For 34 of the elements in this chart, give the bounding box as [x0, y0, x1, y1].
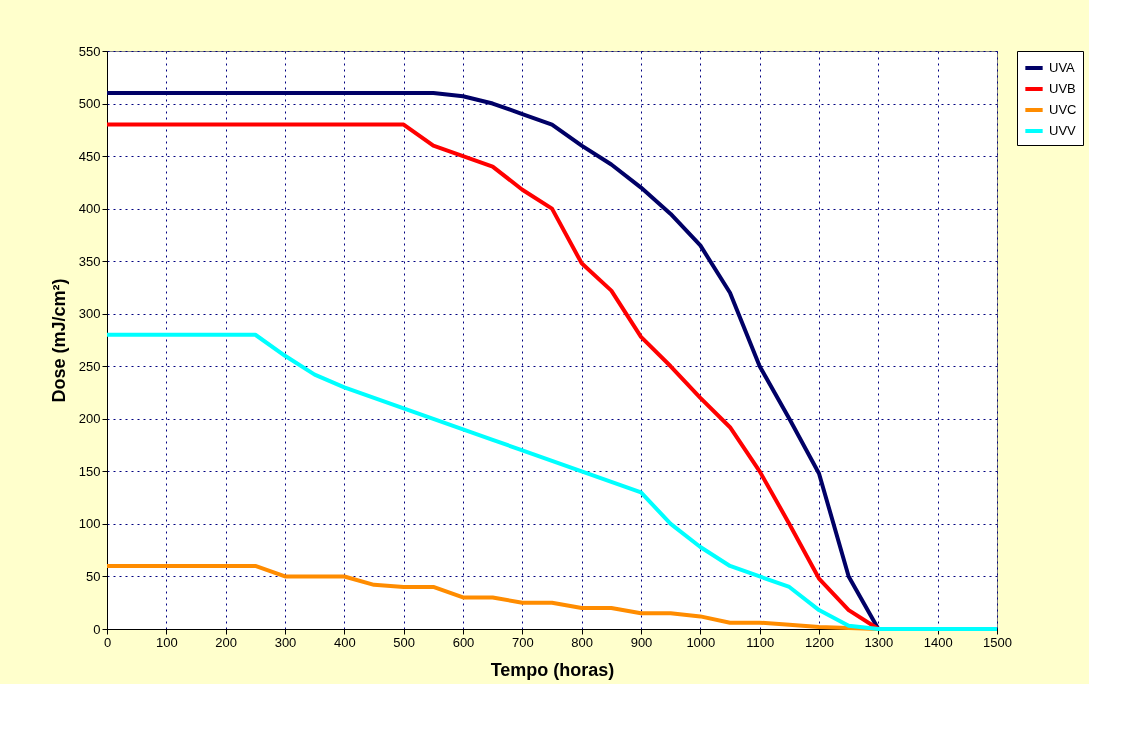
- x-tick-label: 1300: [864, 634, 894, 650]
- x-tick-label: 800: [571, 634, 594, 650]
- legend-label: UVC: [1049, 102, 1077, 117]
- x-tick-label: 300: [274, 634, 297, 650]
- legend-label: UVB: [1049, 81, 1076, 96]
- y-tick-label: 550: [78, 43, 101, 59]
- y-tick-label: 50: [86, 568, 101, 584]
- x-tick-label: 400: [333, 634, 356, 650]
- x-tick-label: 100: [155, 634, 178, 650]
- y-axis-title: Dose (mJ/cm²): [48, 278, 69, 403]
- x-axis-title: Tempo (horas): [490, 659, 615, 680]
- y-tick-label: 200: [78, 411, 101, 427]
- legend-label: UVA: [1049, 60, 1076, 75]
- y-tick-label: 350: [78, 253, 101, 269]
- y-tick-label: 300: [78, 306, 101, 322]
- y-tick-label: 100: [78, 516, 101, 532]
- x-tick-label: 1200: [805, 634, 834, 650]
- x-tick-label: 1000: [686, 634, 716, 650]
- x-tick-label: 500: [393, 634, 416, 650]
- x-tick-label: 700: [511, 634, 534, 650]
- x-tick-label: 200: [215, 634, 238, 650]
- y-tick-label: 400: [78, 201, 101, 217]
- x-tick-label: 600: [452, 634, 475, 650]
- y-tick-label: 250: [78, 358, 101, 374]
- legend-label: UVV: [1049, 123, 1077, 138]
- x-tick-label: 1500: [983, 634, 1012, 650]
- x-tick-label: 900: [630, 634, 653, 650]
- x-tick-label: 0: [103, 634, 112, 650]
- y-tick-label: 450: [78, 148, 101, 164]
- y-tick-label: 150: [78, 463, 101, 479]
- y-tick-label: 0: [93, 621, 101, 637]
- x-tick-label: 1400: [923, 634, 953, 650]
- y-tick-label: 500: [78, 96, 101, 112]
- x-tick-label: 1100: [746, 634, 775, 650]
